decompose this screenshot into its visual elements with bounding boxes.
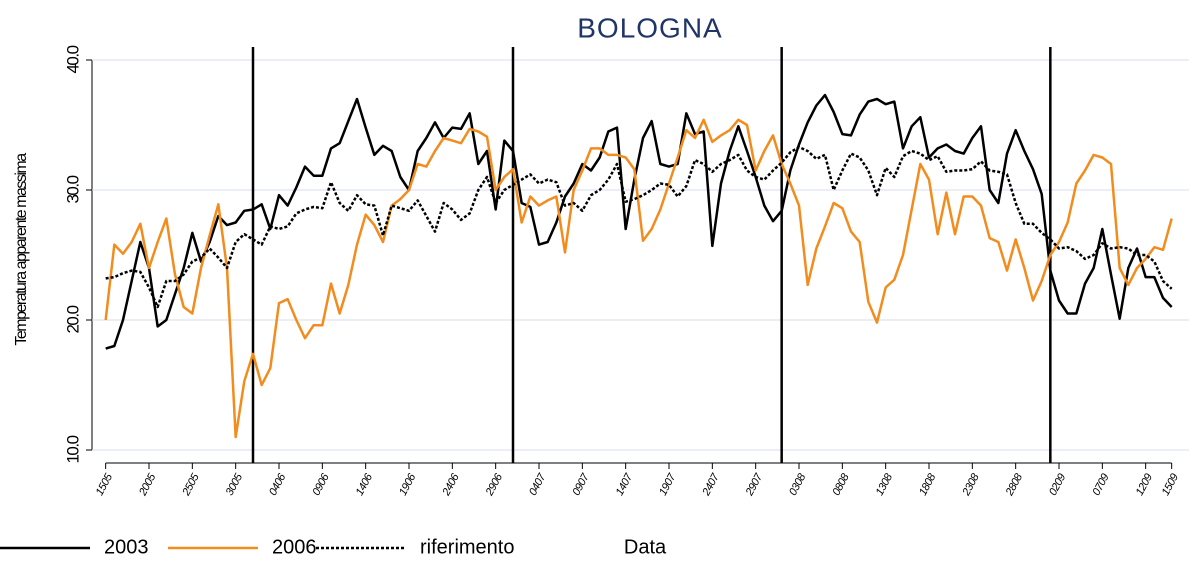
x-tick-label: 3005	[224, 471, 246, 498]
x-tick-label: 2005	[137, 471, 159, 499]
x-tick-label: 2308	[960, 471, 982, 499]
x-tick-label: 2407	[700, 471, 722, 499]
x-tick-label: 0808	[830, 471, 852, 498]
series-line	[105, 93, 1173, 350]
x-tick-label: 1505	[94, 471, 116, 498]
x-tick-label: 2906	[483, 471, 505, 499]
x-tick-label: 0709	[1090, 472, 1111, 498]
x-tick-label: 2505	[180, 471, 202, 499]
x-tick-label: 0209	[1047, 472, 1068, 498]
y-tick-label: 30.0	[63, 175, 82, 203]
legend-label: riferimento	[420, 536, 514, 558]
y-tick-label: 40.0	[63, 45, 82, 73]
legend-label: 2003	[104, 536, 149, 558]
series-line	[105, 145, 1173, 309]
x-tick-label: 1406	[354, 471, 376, 498]
x-tick-label: 0406	[267, 471, 289, 498]
x-axis-label: Data	[624, 536, 667, 558]
series-line	[104, 118, 1173, 439]
y-axis-label: Temperatura apparente massima	[13, 153, 30, 346]
x-tick-label: 2406	[440, 471, 462, 499]
x-tick-label: 1808	[917, 471, 939, 498]
x-tick-label: 0907	[570, 471, 592, 498]
x-tick-label: 1407	[614, 471, 636, 498]
legend-label: 2006	[272, 536, 317, 558]
x-tick-label: 1509	[1160, 472, 1181, 498]
chart-title: BOLOGNA	[577, 12, 722, 43]
x-tick-label: 1906	[397, 471, 419, 498]
x-tick-label: 2907	[743, 471, 765, 499]
x-tick-label: 0308	[787, 471, 809, 498]
x-tick-label: 1907	[657, 471, 679, 498]
x-tick-label: 1209	[1134, 472, 1155, 498]
x-tick-label: 1308	[874, 471, 896, 498]
y-tick-label: 10.0	[63, 435, 82, 463]
x-tick-label: 0407	[527, 471, 549, 498]
x-tick-label: 2808	[1003, 471, 1025, 499]
x-tick-label: 0906	[310, 471, 332, 498]
y-tick-label: 20.0	[63, 305, 82, 333]
